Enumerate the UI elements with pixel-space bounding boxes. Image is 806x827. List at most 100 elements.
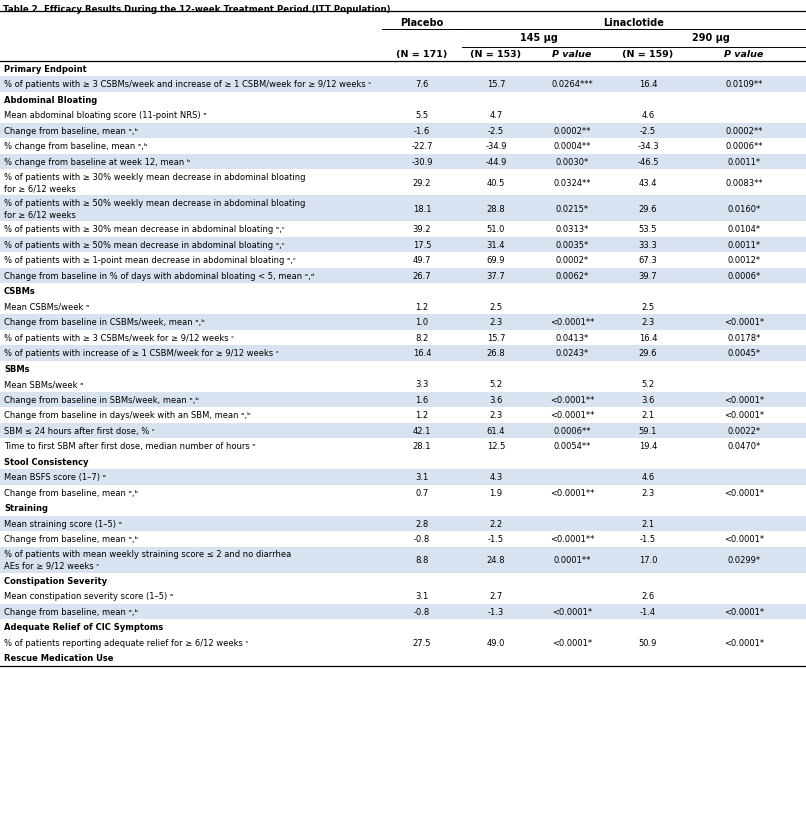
Text: -0.8: -0.8	[413, 534, 430, 543]
Text: 16.4: 16.4	[638, 333, 657, 342]
Text: 37.7: 37.7	[487, 271, 505, 280]
Text: 16.4: 16.4	[413, 349, 431, 358]
Text: 5.2: 5.2	[642, 380, 654, 389]
Text: Change from baseline in days/week with an SBM, mean ᵃ,ᵇ: Change from baseline in days/week with a…	[4, 411, 251, 420]
Text: 2.7: 2.7	[489, 591, 503, 600]
Bar	[0, 516, 806, 532]
Bar	[0, 485, 806, 500]
Text: 29.6: 29.6	[638, 349, 657, 358]
Bar	[0, 604, 806, 619]
Text: 31.4: 31.4	[487, 241, 505, 250]
Text: 12.5: 12.5	[487, 442, 505, 451]
Text: 17.5: 17.5	[413, 241, 431, 250]
Text: 0.0006**: 0.0006**	[553, 426, 591, 435]
Text: 0.0299*: 0.0299*	[728, 555, 761, 564]
Text: 50.9: 50.9	[639, 638, 657, 647]
Text: Adequate Relief of CIC Symptoms: Adequate Relief of CIC Symptoms	[4, 623, 164, 632]
Text: <0.0001**: <0.0001**	[550, 488, 594, 497]
Text: % of patients with ≥ 50% mean decrease in abdominal bloating ᵃ,ᶜ: % of patients with ≥ 50% mean decrease i…	[4, 241, 285, 250]
Text: 2.2: 2.2	[489, 519, 503, 528]
Text: 69.9: 69.9	[487, 256, 505, 265]
Text: 1.0: 1.0	[415, 318, 429, 327]
Text: <0.0001*: <0.0001*	[552, 638, 592, 647]
Text: 3.6: 3.6	[489, 395, 503, 404]
Text: for ≥ 6/12 weeks: for ≥ 6/12 weeks	[4, 210, 76, 219]
Bar	[0, 588, 806, 604]
Text: -46.5: -46.5	[638, 158, 659, 166]
Text: <0.0001**: <0.0001**	[550, 534, 594, 543]
Text: Straining: Straining	[4, 504, 48, 513]
Text: % change from baseline, mean ᵃ,ᵇ: % change from baseline, mean ᵃ,ᵇ	[4, 142, 147, 151]
Text: 0.0002**: 0.0002**	[725, 127, 762, 136]
Text: 49.0: 49.0	[487, 638, 505, 647]
Text: Change from baseline in % of days with abdominal bloating < 5, mean ᵃ,ᵈ: Change from baseline in % of days with a…	[4, 271, 314, 280]
Text: 0.0011*: 0.0011*	[728, 158, 761, 166]
Text: 3.1: 3.1	[415, 473, 429, 481]
Text: -1.6: -1.6	[413, 127, 430, 136]
Text: -44.9: -44.9	[485, 158, 507, 166]
Text: 1.2: 1.2	[415, 303, 429, 312]
Text: -1.5: -1.5	[640, 534, 656, 543]
Text: <0.0001*: <0.0001*	[724, 488, 764, 497]
Text: (N = 171): (N = 171)	[397, 50, 447, 59]
Text: Change from baseline, mean ᵃ,ᵇ: Change from baseline, mean ᵃ,ᵇ	[4, 607, 138, 616]
Text: 2.5: 2.5	[642, 303, 654, 312]
Bar	[0, 392, 806, 408]
Text: 39.2: 39.2	[413, 225, 431, 234]
Bar	[0, 361, 806, 376]
Text: Linaclotide: Linaclotide	[604, 18, 664, 28]
Text: 2.1: 2.1	[642, 411, 654, 420]
Text: 40.5: 40.5	[487, 179, 505, 187]
Bar	[0, 268, 806, 284]
Bar	[0, 454, 806, 470]
Text: 0.0324**: 0.0324**	[553, 179, 591, 187]
Bar	[0, 12, 806, 61]
Text: Primary Endpoint: Primary Endpoint	[4, 65, 87, 74]
Text: 0.0109**: 0.0109**	[725, 80, 762, 89]
Text: 42.1: 42.1	[413, 426, 431, 435]
Bar	[0, 314, 806, 330]
Text: 0.0264***: 0.0264***	[551, 80, 593, 89]
Text: % change from baseline at week 12, mean ᵇ: % change from baseline at week 12, mean …	[4, 158, 190, 166]
Bar	[0, 423, 806, 438]
Text: 0.0045*: 0.0045*	[728, 349, 761, 358]
Text: -2.5: -2.5	[488, 127, 504, 136]
Text: 0.0006**: 0.0006**	[725, 142, 762, 151]
Text: % of patients with ≥ 30% weekly mean decrease in abdominal bloating: % of patients with ≥ 30% weekly mean dec…	[4, 173, 305, 182]
Bar	[0, 650, 806, 666]
Text: % of patients with ≥ 50% weekly mean decrease in abdominal bloating: % of patients with ≥ 50% weekly mean dec…	[4, 198, 305, 208]
Text: 290 µg: 290 µg	[692, 33, 729, 43]
Text: 1.2: 1.2	[415, 411, 429, 420]
Text: Mean CSBMs/week ᵃ: Mean CSBMs/week ᵃ	[4, 303, 89, 312]
Text: 29.6: 29.6	[638, 204, 657, 213]
Bar	[0, 77, 806, 93]
Text: (N = 159): (N = 159)	[622, 50, 674, 59]
Bar	[0, 470, 806, 485]
Text: -34.9: -34.9	[485, 142, 507, 151]
Text: <0.0001*: <0.0001*	[724, 411, 764, 420]
Text: 0.0012*: 0.0012*	[728, 256, 761, 265]
Text: Rescue Medication Use: Rescue Medication Use	[4, 653, 114, 662]
Text: 26.7: 26.7	[413, 271, 431, 280]
Text: 0.0215*: 0.0215*	[555, 204, 588, 213]
Text: 26.8: 26.8	[487, 349, 505, 358]
Text: 0.7: 0.7	[415, 488, 429, 497]
Text: 0.0313*: 0.0313*	[555, 225, 588, 234]
Bar	[0, 222, 806, 237]
Text: 2.3: 2.3	[489, 411, 503, 420]
Text: 3.3: 3.3	[415, 380, 429, 389]
Text: 18.1: 18.1	[413, 204, 431, 213]
Bar	[0, 123, 806, 139]
Text: 49.7: 49.7	[413, 256, 431, 265]
Text: 0.0178*: 0.0178*	[727, 333, 761, 342]
Bar	[0, 635, 806, 650]
Text: 4.6: 4.6	[642, 111, 654, 120]
Text: % of patients with increase of ≥ 1 CSBM/week for ≥ 9/12 weeks ᶜ: % of patients with increase of ≥ 1 CSBM/…	[4, 349, 279, 358]
Bar	[0, 330, 806, 346]
Bar	[0, 500, 806, 516]
Text: <0.0001**: <0.0001**	[550, 395, 594, 404]
Text: 2.3: 2.3	[642, 318, 654, 327]
Text: 2.1: 2.1	[642, 519, 654, 528]
Text: 29.2: 29.2	[413, 179, 431, 187]
Bar	[0, 253, 806, 268]
